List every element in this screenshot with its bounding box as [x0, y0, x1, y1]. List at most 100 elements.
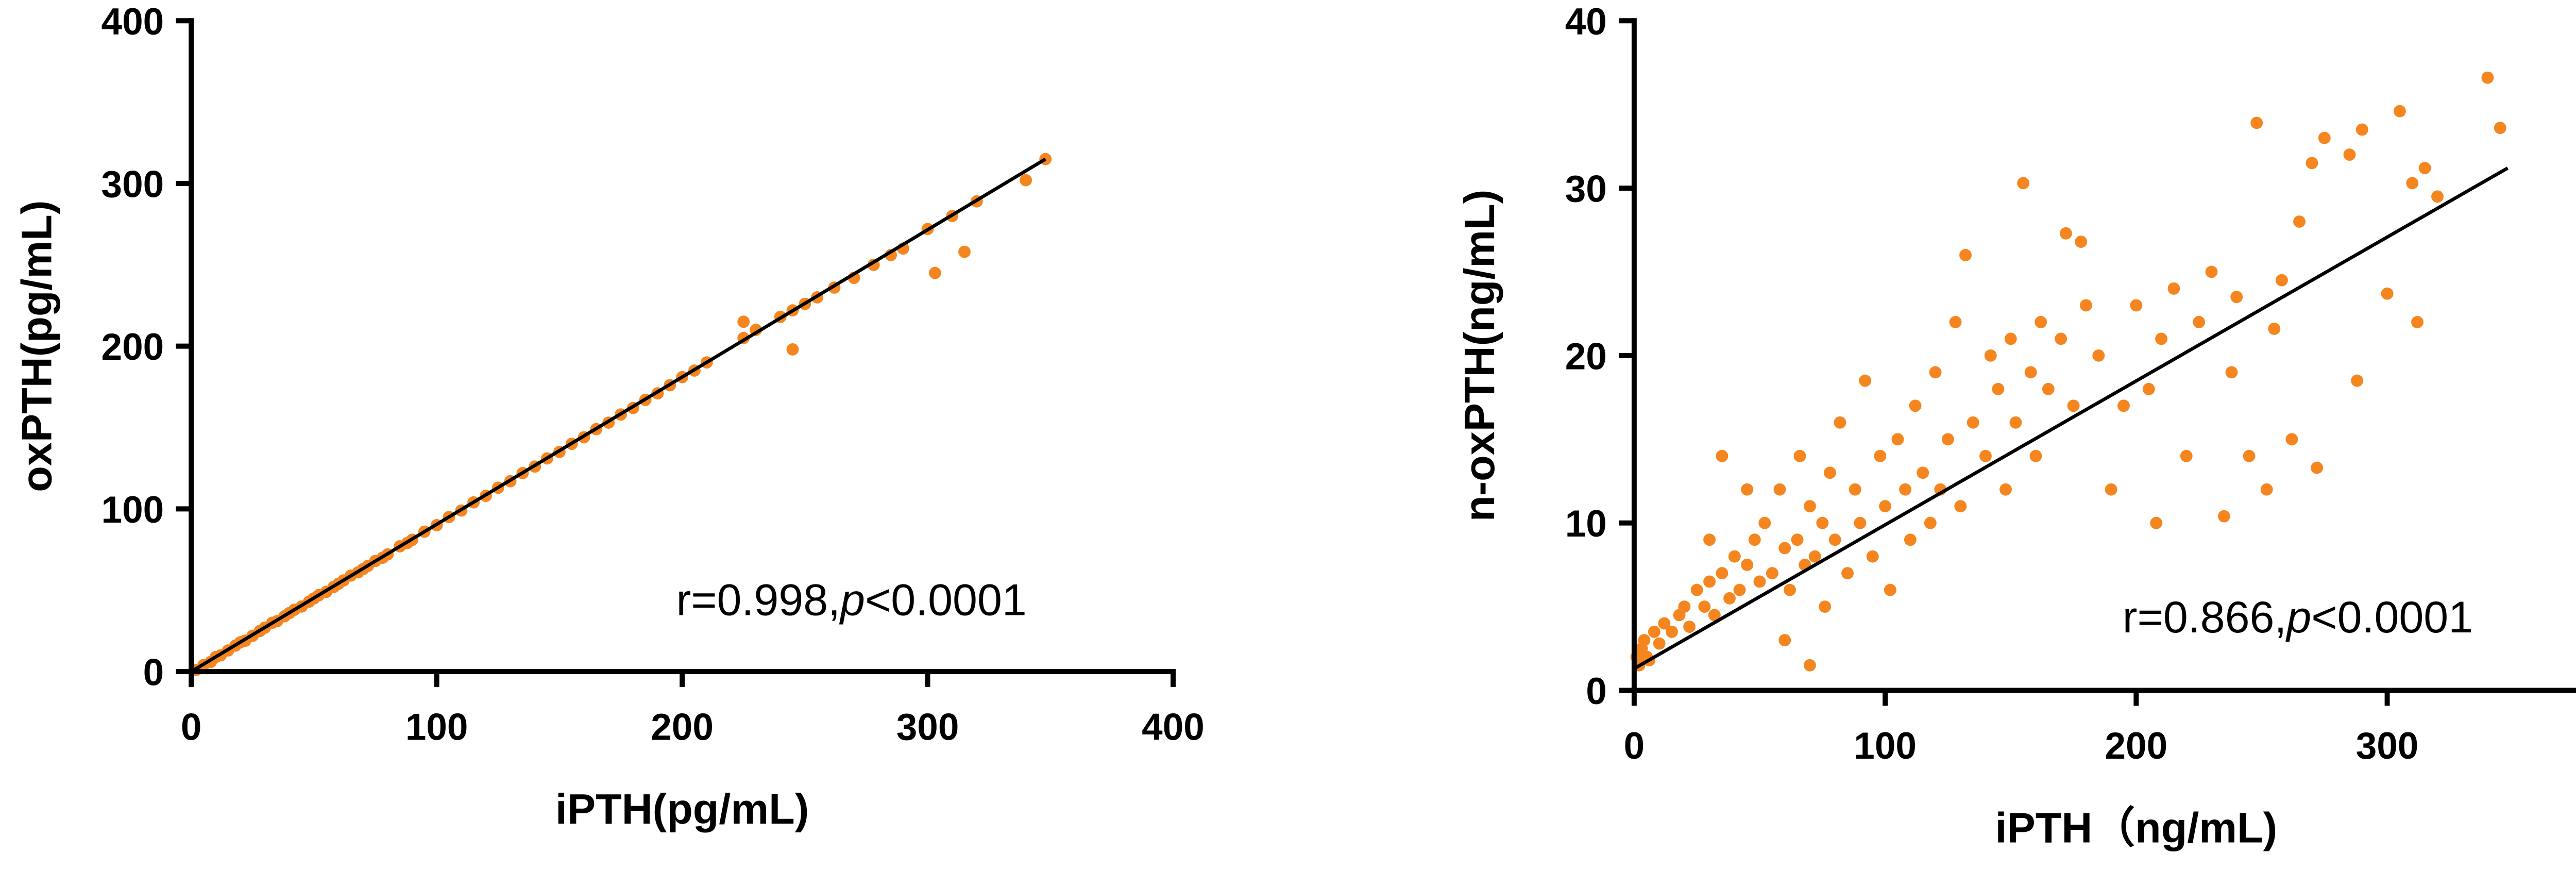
scatter-point [1949, 315, 1962, 328]
scatter-point [2067, 399, 2080, 412]
x-tick-label: 200 [2105, 725, 2168, 767]
scatter-point [2393, 105, 2406, 118]
scatter-point [2042, 382, 2055, 395]
scatter-point [1941, 433, 1954, 446]
scatter-point [1904, 533, 1917, 546]
scatter-point [1959, 249, 1972, 261]
annotation-part: <0.0001 [865, 576, 1027, 625]
scatter-point [1733, 583, 1746, 596]
scatter-point [1020, 174, 1032, 187]
scatter-point [928, 266, 941, 279]
x-tick-label: 100 [1854, 725, 1917, 767]
annotation: r=0.866,p<0.0001 [2123, 593, 2473, 642]
annotation-part: r=0.998, [676, 576, 841, 625]
regression-line [190, 157, 1046, 673]
scatter-point [2035, 315, 2047, 328]
scatter-point [2092, 349, 2105, 362]
scatter-point [2167, 282, 2180, 295]
scatter-point [1716, 449, 1728, 462]
scatter-point [2055, 332, 2067, 345]
y-tick-label: 40 [1565, 1, 1607, 43]
scatter-point [2024, 366, 2037, 379]
scatter-point [1917, 466, 1929, 479]
scatter-point [1866, 550, 1879, 563]
scatter-point [1816, 516, 1829, 529]
scatter-point [1891, 433, 1904, 446]
scatter-point [1698, 600, 1711, 613]
y-axis-title: oxPTH(pg/mL) [12, 200, 60, 492]
scatter-point [2230, 291, 2243, 304]
scatter-point [2079, 299, 2092, 312]
scatter-point [737, 315, 750, 328]
annotation-part: p [2285, 593, 2311, 642]
scatter-point [1992, 382, 2005, 395]
x-axis-title: iPTH（ng/mL) [1995, 804, 2277, 851]
annotation-part: <0.0001 [2311, 593, 2473, 642]
x-tick-label: 100 [405, 707, 468, 748]
scatter-point [2029, 449, 2042, 462]
scatter-point [1999, 483, 2012, 496]
x-tick-label: 300 [2356, 725, 2419, 767]
scatter-point [1841, 567, 1854, 580]
scatter-point [2343, 148, 2356, 161]
scatter-point [2009, 416, 2022, 429]
scatter-point [1648, 625, 1660, 638]
scatter-point [1748, 533, 1761, 546]
scatter-point [958, 245, 971, 258]
scatter-point [2059, 227, 2072, 240]
scatter-point [1690, 583, 1703, 596]
scatter-point [1874, 449, 1887, 462]
y-tick-label: 30 [1565, 169, 1607, 210]
regression-line [1633, 166, 2509, 671]
annotation-part: r=0.866, [2123, 593, 2287, 642]
scatter-point [1791, 533, 1804, 546]
scatter-point [1678, 600, 1691, 613]
scatter-point [1834, 416, 1846, 429]
scatter-point [1879, 500, 1892, 513]
y-tick-label: 0 [143, 652, 164, 694]
scatter-point [1653, 637, 1666, 650]
scatter-point [1804, 659, 1816, 672]
scatter-point [2411, 315, 2424, 328]
scatter-point [2285, 433, 2298, 446]
scatter-point [2381, 287, 2394, 300]
scatter-point [2306, 157, 2318, 170]
scatter-point [2260, 483, 2273, 496]
scatter-point [1984, 349, 1997, 362]
y-tick-label: 0 [1586, 671, 1607, 712]
scatter-point [2293, 215, 2306, 228]
scatter-point [2268, 322, 2281, 335]
scatter-point [2117, 399, 2130, 412]
scatter-point [2217, 510, 2230, 523]
scatter-point [2243, 449, 2256, 462]
scatter-point [1778, 634, 1791, 646]
scatter-point [1753, 575, 1766, 588]
scatter-point [2431, 190, 2444, 203]
scatter-point [1638, 634, 1651, 646]
scatter-point [2355, 123, 2368, 136]
x-tick-label: 400 [1142, 707, 1205, 748]
scatter-point [2406, 177, 2419, 190]
scatter-point [1741, 558, 1754, 571]
scatter-point [2004, 332, 2017, 345]
scatter-point [1708, 609, 1721, 622]
y-tick-label: 400 [101, 1, 164, 43]
y-tick-label: 100 [101, 489, 164, 531]
scatter-point [1793, 449, 1806, 462]
scatter-point [1723, 592, 1736, 605]
scatter-point [1849, 483, 1861, 496]
scatter-point [2481, 71, 2494, 84]
scatter-point [1741, 483, 1754, 496]
scatter-point [1703, 575, 1716, 588]
x-tick-label: 200 [651, 707, 714, 748]
scatter-point [2142, 382, 2155, 395]
scatter-point [1683, 621, 1696, 633]
scatter-point [2318, 131, 2331, 144]
annotation: r=0.998,p<0.0001 [676, 576, 1027, 625]
scatter-point [2311, 461, 2324, 474]
scatter-point [1929, 366, 1942, 379]
scatter-point [2150, 516, 2163, 529]
y-tick-label: 20 [1565, 336, 1607, 377]
scatter-point [1823, 466, 1836, 479]
